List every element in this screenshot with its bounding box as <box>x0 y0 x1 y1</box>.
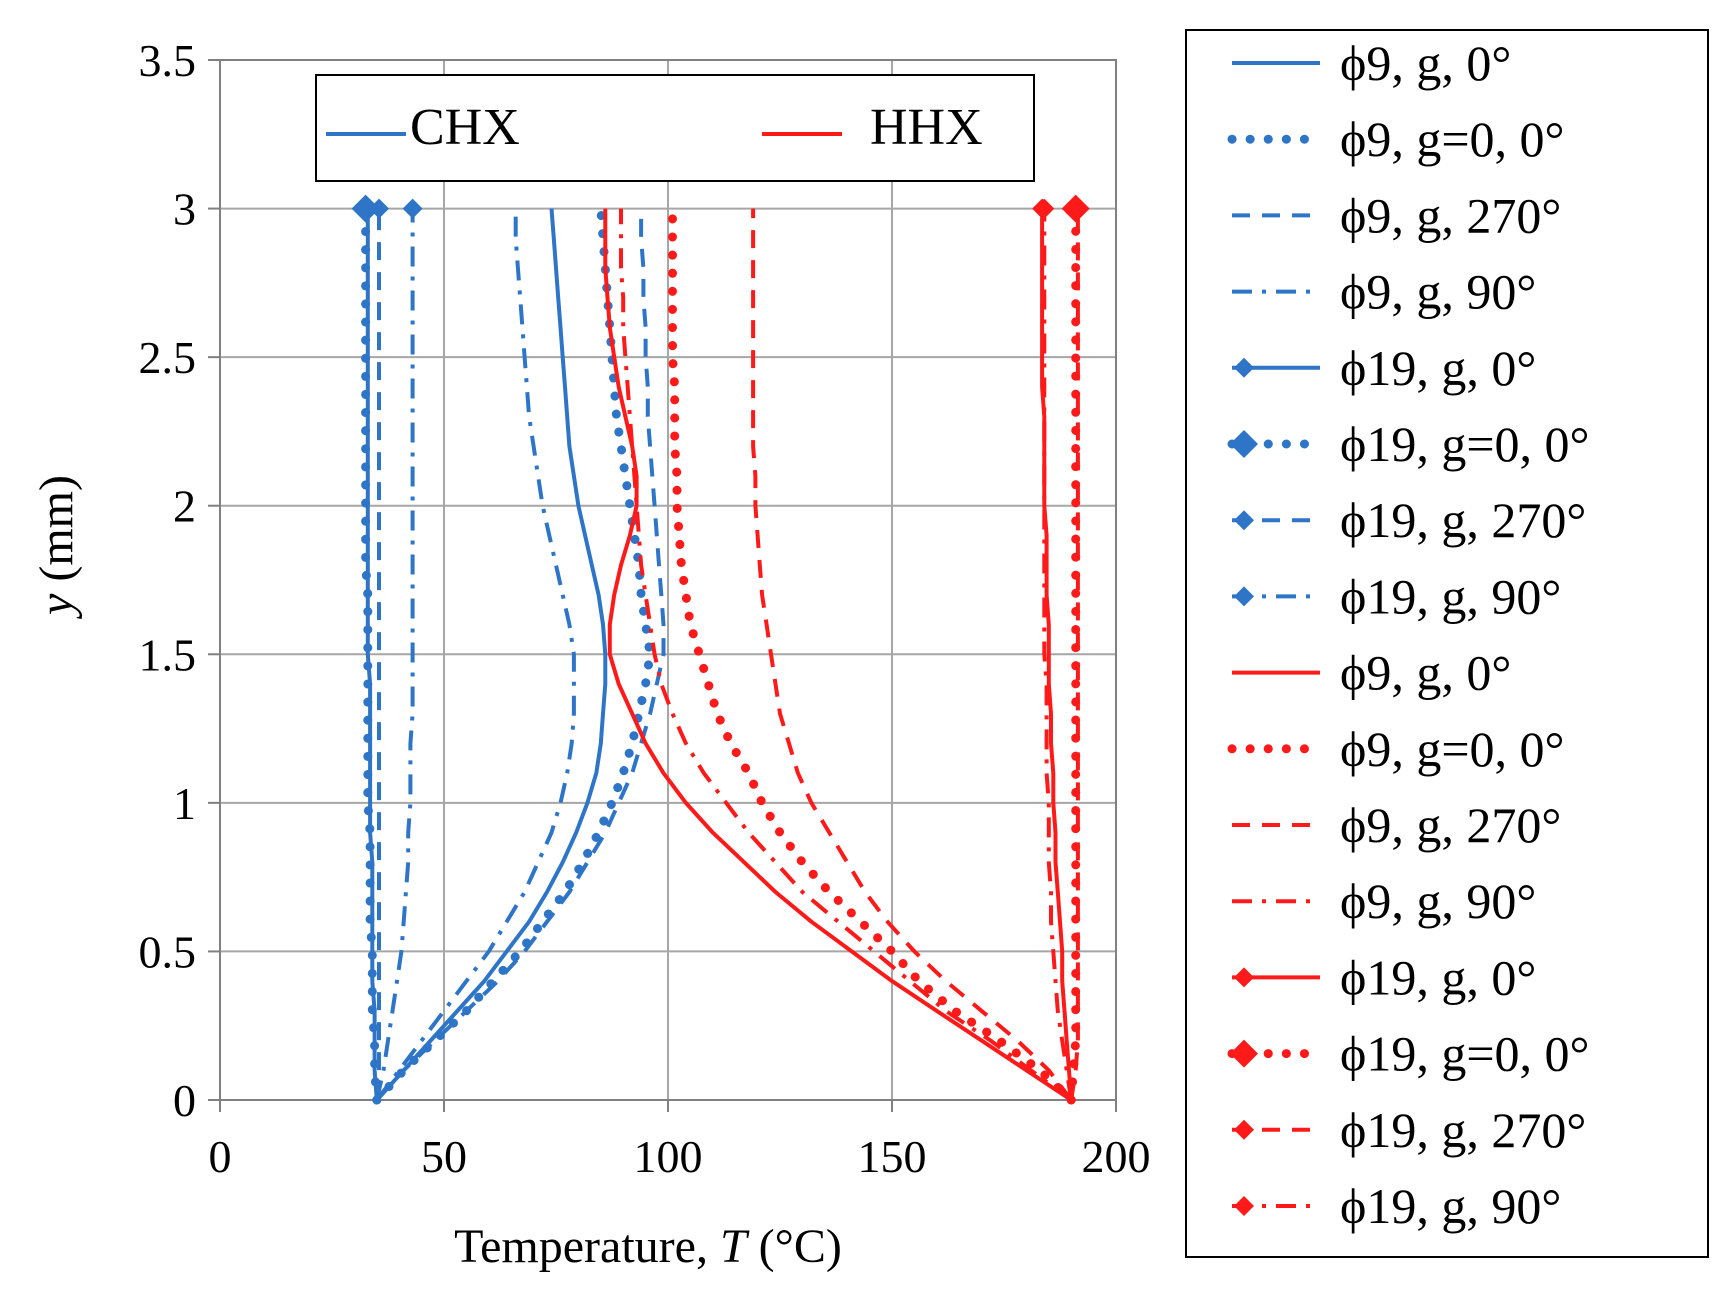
series-chx-3 <box>375 208 576 1102</box>
legend-label: ϕ19, g, 270° <box>1340 1102 1586 1158</box>
x-tick-label: 0 <box>209 1131 232 1182</box>
legend-label: ϕ19, g, 90° <box>1340 568 1561 624</box>
gridlines <box>219 59 1117 1101</box>
series-hhx-13 <box>1061 194 1090 1105</box>
legend-entry: ϕ19, g, 270° <box>1232 492 1586 548</box>
series-line <box>619 208 1073 1102</box>
legend-label: ϕ9, g=0, 0° <box>1340 721 1565 777</box>
legend-marker <box>1234 586 1254 607</box>
series-chx-5 <box>351 194 382 1105</box>
series-line <box>375 208 576 1102</box>
y-tick-label: 0 <box>173 1075 196 1126</box>
legend-label: ϕ19, g, 90° <box>1340 1178 1561 1234</box>
series-line <box>751 208 1073 1102</box>
y-tick-label: 3 <box>173 184 196 235</box>
series-hhx-11 <box>619 208 1073 1102</box>
legend-entry: ϕ9, g, 90° <box>1232 264 1536 320</box>
x-tick-label: 200 <box>1082 1131 1151 1182</box>
x-tick-label: 150 <box>858 1131 927 1182</box>
group-legend-hhx-label: HHX <box>870 99 983 156</box>
y-tick-label: 2 <box>173 481 196 532</box>
legend-label: ϕ19, g, 270° <box>1340 492 1586 548</box>
legend-entry: ϕ19, g, 270° <box>1232 1102 1586 1158</box>
series-line <box>603 208 1073 1102</box>
y-axis-ticks: 0 0.5 1 1.5 2 2.5 3 3.5 <box>139 35 220 1126</box>
y-tick-label: 2.5 <box>139 332 197 383</box>
legend-label: ϕ19, g, 0° <box>1340 340 1536 396</box>
series-chx-6 <box>369 198 390 1101</box>
y-tick-label: 0.5 <box>139 926 197 977</box>
series-line <box>1066 204 1081 1105</box>
group-legend-chx-label: CHX <box>410 99 520 156</box>
legend-label: ϕ19, g=0, 0° <box>1340 416 1590 472</box>
series-line <box>1042 208 1074 1101</box>
legend-label: ϕ9, g, 270° <box>1340 797 1561 853</box>
series-chx-0 <box>375 208 608 1102</box>
series-marker <box>369 198 390 219</box>
legend-entry: ϕ19, g, 90° <box>1232 1178 1561 1234</box>
legend-entry: ϕ9, g, 90° <box>1232 873 1536 929</box>
legend-entry: ϕ19, g, 0° <box>1232 949 1536 1005</box>
series-line <box>361 204 382 1105</box>
legend-marker <box>1234 1119 1254 1140</box>
legend-entry: ϕ19, g=0, 0° <box>1227 416 1590 472</box>
x-tick-label: 100 <box>634 1131 703 1182</box>
series-line <box>1040 208 1074 1101</box>
x-axis-title: Temperature, T (°C) <box>454 1220 842 1273</box>
series-line <box>374 208 415 1101</box>
legend-entry: ϕ19, g, 90° <box>1232 568 1561 624</box>
series-hhx-14 <box>1067 198 1088 1101</box>
series-legend-entries: ϕ9, g, 0° ϕ9, g=0, 0° ϕ9, g, 270° ϕ9, g, 90… <box>1227 35 1590 1234</box>
legend-label: ϕ9, g, 0° <box>1340 35 1511 91</box>
legend-label: ϕ9, g, 0° <box>1340 645 1511 701</box>
legend-entry: ϕ19, g, 0° <box>1232 340 1536 396</box>
series-line <box>372 204 655 1105</box>
legend-entry: ϕ9, g=0, 0° <box>1227 111 1565 167</box>
series-marker <box>1067 198 1088 219</box>
series-marker <box>1034 198 1055 219</box>
series-marker <box>402 198 423 219</box>
series-line <box>375 208 666 1102</box>
legend-entry: ϕ9, g, 270° <box>1232 797 1561 853</box>
series-hhx-12 <box>1032 198 1074 1101</box>
legend-marker <box>1234 510 1254 531</box>
series-layer <box>351 194 1090 1105</box>
legend-label: ϕ9, g=0, 0° <box>1340 111 1565 167</box>
series-line <box>668 204 1076 1105</box>
y-tick-label: 1.5 <box>139 629 197 680</box>
series-hhx-8 <box>603 208 1073 1102</box>
legend-label: ϕ9, g, 90° <box>1340 264 1536 320</box>
legend-marker <box>1230 430 1258 458</box>
legend-label: ϕ19, g=0, 0° <box>1340 1026 1590 1082</box>
x-tick-label: 50 <box>421 1131 467 1182</box>
series-chx-1 <box>372 204 655 1105</box>
series-legend <box>1185 29 1709 1258</box>
legend-label: ϕ19, g, 0° <box>1340 949 1536 1005</box>
legend-label: ϕ9, g, 270° <box>1340 187 1561 243</box>
series-hhx-10 <box>751 208 1073 1102</box>
legend-entry: ϕ9, g=0, 0° <box>1227 721 1565 777</box>
legend-label: ϕ9, g, 90° <box>1340 873 1536 929</box>
legend-entry: ϕ19, g=0, 0° <box>1227 1026 1590 1082</box>
series-chx-7 <box>374 198 423 1101</box>
y-tick-label: 3.5 <box>139 35 197 86</box>
x-axis-ticks: 0 50 100 150 200 <box>209 1100 1151 1182</box>
series-marker <box>351 194 380 223</box>
y-tick-label: 1 <box>173 778 196 829</box>
legend-entry: ϕ9, g, 270° <box>1232 187 1561 243</box>
series-hhx-15 <box>1034 198 1074 1101</box>
legend-marker <box>1234 357 1254 378</box>
y-axis-title: y (mm) <box>30 475 83 620</box>
legend-marker <box>1234 967 1254 988</box>
group-legend: CHX HHX <box>315 74 1035 182</box>
legend-marker <box>1234 1196 1254 1216</box>
legend-entry: ϕ9, g, 0° <box>1232 35 1511 91</box>
series-chx-2 <box>375 208 666 1102</box>
series-line <box>375 208 608 1102</box>
legend-marker <box>1230 1039 1258 1068</box>
legend-entry: ϕ9, g, 0° <box>1232 645 1511 701</box>
series-hhx-9 <box>668 204 1076 1105</box>
